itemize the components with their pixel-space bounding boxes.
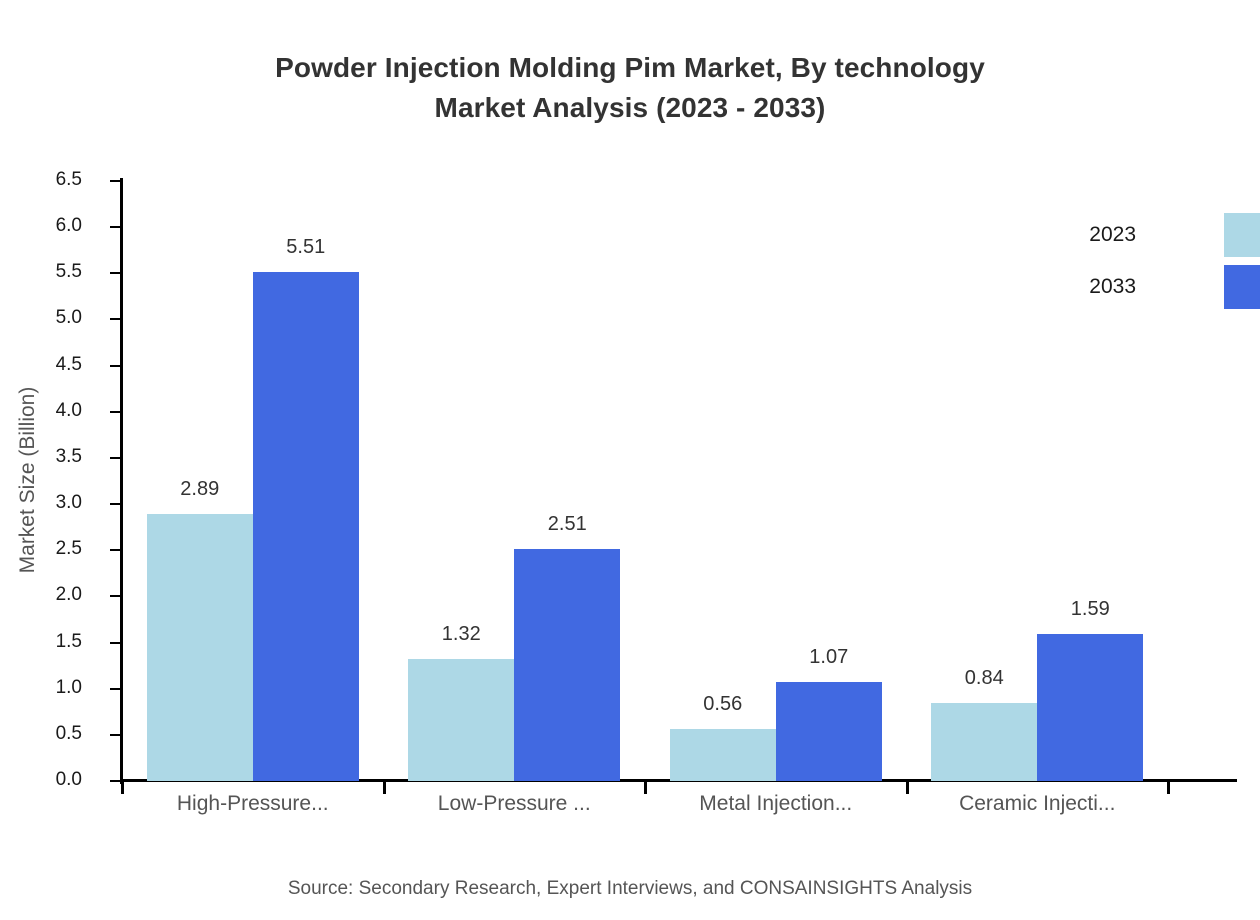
x-axis-category-label: High-Pressure... (176, 792, 329, 815)
bar-value-label: 0.56 (703, 693, 743, 716)
x-axis-tick (121, 781, 124, 794)
x-axis-category-label: Ceramic Injecti... (959, 792, 1116, 815)
bar-2023[interactable] (669, 729, 776, 781)
legend-swatch (1224, 265, 1260, 309)
y-axis-tick (110, 180, 122, 182)
y-axis-tick-label: 5.5 (55, 261, 82, 283)
chart-title: Powder Injection Molding Pim Market, By … (0, 48, 1260, 128)
legend-label: 2023 (1089, 223, 1136, 246)
y-axis-tick (110, 733, 122, 736)
bar-2033[interactable] (252, 272, 359, 781)
bar-2023[interactable] (931, 703, 1038, 781)
legend-item-2023[interactable]: 2023 (1089, 213, 1260, 257)
bar-value-label: 1.59 (1070, 598, 1110, 621)
y-axis-tick (110, 272, 122, 275)
y-axis-tick-label: 4.0 (55, 399, 82, 421)
y-axis-spine (120, 178, 123, 784)
legend-swatch (1224, 213, 1260, 257)
y-axis-tick (110, 456, 122, 459)
x-axis-tick (382, 781, 386, 794)
legend-item-2033[interactable]: 2033 (1089, 265, 1260, 309)
chart-title-line-2: Market Analysis (2023 - 2033) (434, 91, 826, 123)
y-axis-tick-label: 6.0 (55, 215, 82, 237)
y-axis-tick (110, 641, 122, 644)
y-axis-tick-label: 2.0 (55, 584, 82, 606)
bar-value-label: 0.84 (964, 667, 1004, 690)
chart-legend: 2023 2033 (1089, 213, 1260, 309)
y-axis-tick-label: 6.5 (55, 169, 82, 190)
y-axis-tick-label: 1.5 (55, 630, 82, 652)
plot-area (122, 181, 1168, 781)
y-axis-tick (110, 687, 122, 690)
y-axis-tick-label: 0.5 (55, 722, 82, 744)
x-axis-category-label: Low-Pressure ... (437, 792, 591, 815)
chart-title-line-1: Powder Injection Molding Pim Market, By … (275, 52, 985, 83)
y-axis-tick (110, 364, 122, 367)
legend-label: 2033 (1089, 275, 1136, 298)
y-axis-tick (110, 410, 122, 413)
bar-2023[interactable] (146, 514, 253, 781)
y-axis-tick-label: 0.0 (55, 769, 82, 790)
bar-2033[interactable] (775, 682, 882, 781)
x-axis-tick (905, 781, 909, 794)
bar-value-label: 1.07 (809, 646, 849, 669)
x-axis-category-label: Metal Injection... (699, 792, 853, 815)
bar-2033[interactable] (1037, 634, 1144, 781)
source-note: Source: Secondary Research, Expert Inter… (287, 878, 973, 899)
bar-value-label: 2.89 (180, 478, 220, 501)
bar-value-label: 2.51 (547, 513, 587, 536)
y-axis-tick-label: 3.0 (55, 492, 82, 514)
x-axis-tick (1167, 781, 1170, 794)
bar-2023[interactable] (408, 659, 515, 781)
x-axis-tick (644, 781, 647, 794)
y-axis-tick-label: 4.5 (55, 353, 82, 375)
y-axis-tick (110, 595, 122, 598)
y-axis-tick (110, 503, 122, 506)
y-axis-tick (110, 549, 122, 552)
y-axis-tick (110, 318, 122, 321)
y-axis-tick-label: 2.5 (55, 538, 82, 560)
bar-value-label: 1.32 (441, 623, 481, 646)
bar-value-label: 5.51 (286, 236, 326, 259)
y-axis-tick-label: 1.0 (55, 676, 82, 698)
y-axis-title: Market Size (Billion) (10, 340, 46, 620)
bar-2033[interactable] (514, 549, 621, 781)
y-axis-tick-label: 5.0 (55, 307, 82, 329)
y-axis-tick (110, 226, 122, 229)
y-axis-tick (110, 780, 122, 782)
y-axis-tick-label: 3.5 (55, 445, 82, 467)
